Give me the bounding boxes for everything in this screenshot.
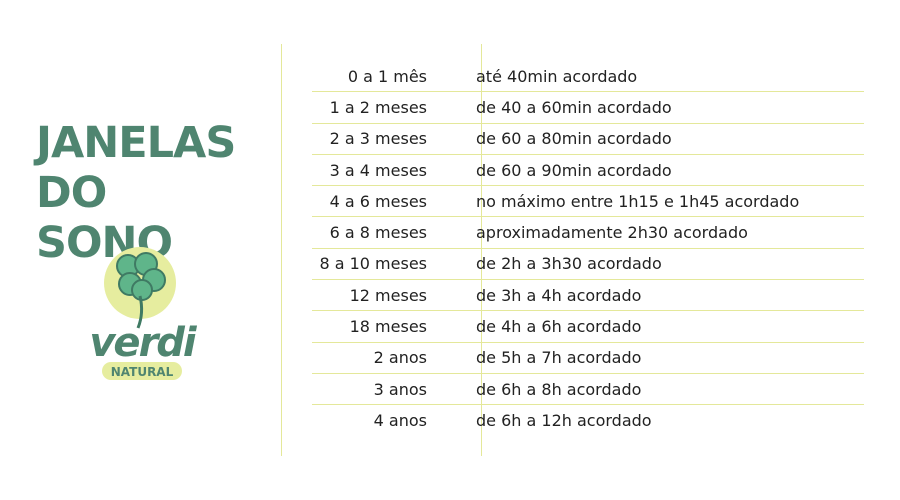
table-row: 2 a 3 meses de 60 a 80min acordado	[312, 124, 864, 155]
divider-left	[281, 44, 282, 456]
page-title: JANELAS DO SONO	[36, 118, 256, 268]
age-cell: 12 meses	[349, 285, 427, 305]
table-row: 12 meses de 3h a 4h acordado	[312, 280, 864, 312]
svg-text:NATURAL: NATURAL	[111, 365, 174, 379]
age-cell: 3 a 4 meses	[329, 160, 427, 180]
awake-window-cell: de 5h a 7h acordado	[476, 348, 642, 368]
table-row: 3 a 4 meses de 60 a 90min acordado	[312, 155, 864, 187]
table-row: 2 anos de 5h a 7h acordado	[312, 343, 864, 374]
awake-window-cell: de 60 a 80min acordado	[476, 129, 672, 149]
divider-middle	[481, 44, 482, 456]
awake-window-cell: de 6h a 8h acordado	[476, 379, 642, 399]
awake-window-cell: de 60 a 90min acordado	[476, 160, 672, 180]
table-row: 6 a 8 meses aproximadamente 2h30 acordado	[312, 217, 864, 249]
sleep-window-table: 0 a 1 mês até 40min acordado 1 a 2 meses de…	[312, 61, 864, 437]
age-cell: 1 a 2 meses	[329, 97, 427, 117]
age-cell: 0 a 1 mês	[347, 66, 427, 86]
verdi-natural-logo: verdi NATURAL	[89, 247, 200, 380]
awake-window-cell: até 40min acordado	[476, 66, 638, 86]
svg-text:verdi: verdi	[89, 320, 198, 366]
table-row: 3 anos de 6h a 8h acordado	[312, 374, 864, 406]
age-cell: 4 anos	[373, 411, 427, 431]
table-row: 4 anos de 6h a 12h acordado	[312, 405, 864, 436]
awake-window-cell: no máximo entre 1h15 e 1h45 acordado	[476, 191, 800, 211]
title-line-1: JANELAS	[36, 118, 236, 168]
table-row: 4 a 6 meses no máximo entre 1h15 e 1h45 a…	[312, 186, 864, 218]
awake-window-cell: de 4h a 6h acordado	[476, 317, 642, 337]
awake-window-cell: aproximadamente 2h30 acordado	[476, 223, 748, 243]
awake-window-cell: de 40 a 60min acordado	[476, 97, 672, 117]
table-row: 0 a 1 mês até 40min acordado	[312, 61, 864, 93]
awake-window-cell: de 6h a 12h acordado	[476, 411, 652, 431]
age-cell: 6 a 8 meses	[329, 223, 427, 243]
age-cell: 18 meses	[349, 317, 427, 337]
age-cell: 2 a 3 meses	[329, 129, 427, 149]
age-cell: 4 a 6 meses	[329, 191, 427, 211]
table-row: 18 meses de 4h a 6h acordado	[312, 311, 864, 343]
awake-window-cell: de 2h a 3h30 acordado	[476, 254, 662, 274]
awake-window-cell: de 3h a 4h acordado	[476, 285, 642, 305]
age-cell: 3 anos	[373, 379, 427, 399]
age-cell: 2 anos	[373, 348, 427, 368]
age-cell: 8 a 10 meses	[319, 254, 427, 274]
table-row: 1 a 2 meses de 40 a 60min acordado	[312, 92, 864, 124]
table-row: 8 a 10 meses de 2h a 3h30 acordado	[312, 249, 864, 281]
